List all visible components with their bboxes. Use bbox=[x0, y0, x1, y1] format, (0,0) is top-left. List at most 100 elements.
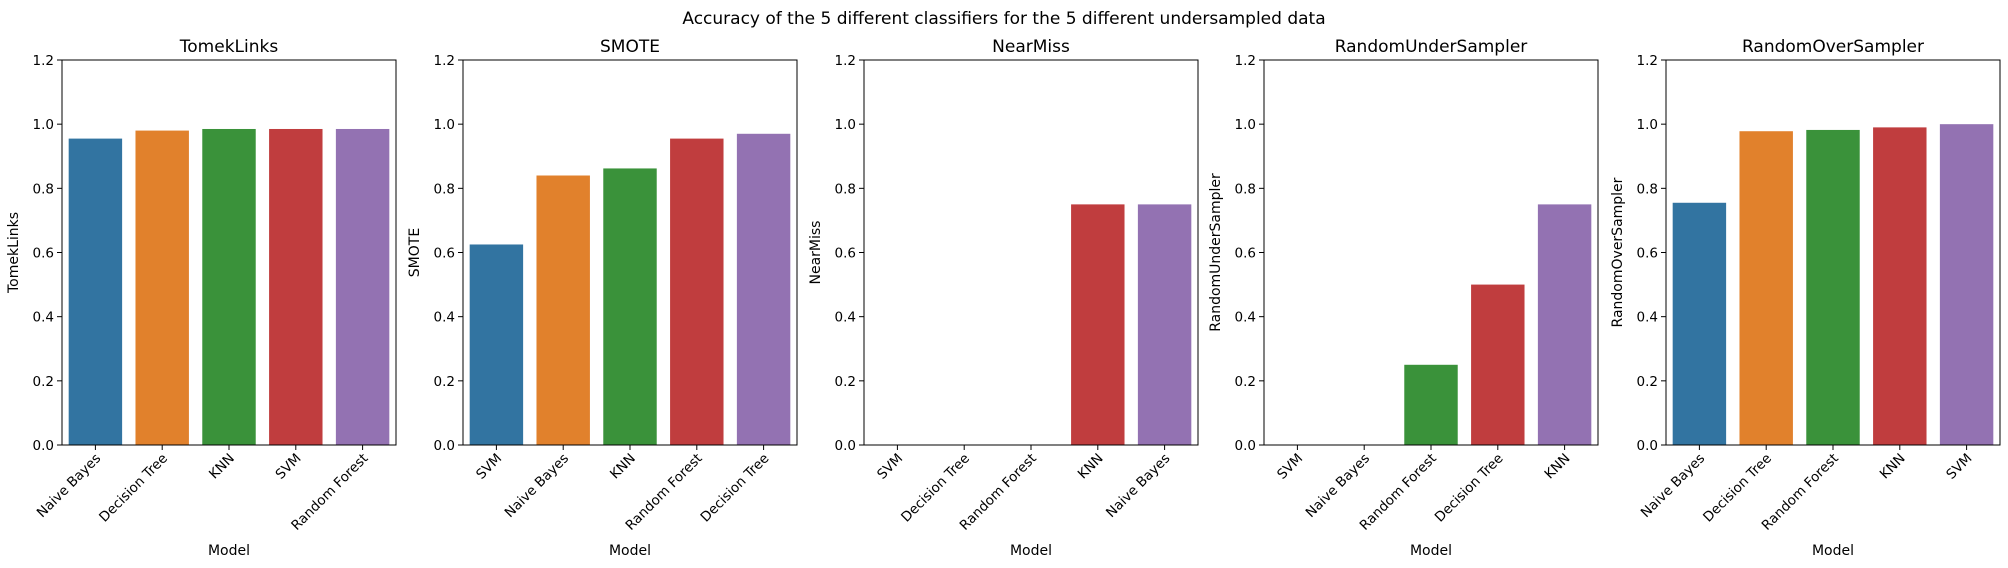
y-tick-label: 0.6 bbox=[835, 246, 856, 262]
y-tick-label: 0.8 bbox=[835, 181, 856, 197]
y-tick-label: 0.2 bbox=[33, 374, 54, 390]
bar bbox=[1806, 129, 1860, 445]
y-tick-label: 0.0 bbox=[1235, 438, 1256, 454]
y-tick-label: 1.2 bbox=[835, 53, 856, 69]
y-axis-label: RandomOverSampler bbox=[1610, 177, 1626, 327]
x-tick-label: Naive Bayes bbox=[34, 451, 104, 521]
y-tick-label: 0.4 bbox=[835, 310, 856, 326]
x-axis-label: Model bbox=[208, 543, 250, 559]
x-tick-label: Decision Tree bbox=[1700, 451, 1775, 526]
figure-title: Accuracy of the 5 different classifiers … bbox=[682, 9, 1325, 29]
y-tick-label: 0.8 bbox=[434, 181, 455, 197]
bar bbox=[1873, 127, 1927, 446]
y-tick-label: 0.4 bbox=[1637, 310, 1658, 326]
x-axis-label: Model bbox=[1812, 543, 1854, 559]
x-axis-label: Model bbox=[1010, 543, 1052, 559]
x-tick-label: Decision Tree bbox=[1432, 451, 1507, 526]
x-tick-label: Decision Tree bbox=[96, 451, 171, 526]
y-tick-label: 1.0 bbox=[33, 117, 54, 133]
x-tick-label: Naive Bayes bbox=[1303, 451, 1373, 521]
x-tick-label: Naive Bayes bbox=[502, 451, 572, 521]
y-tick-label: 0.6 bbox=[33, 246, 54, 262]
x-axis-label: Model bbox=[609, 543, 651, 559]
y-tick-label: 0.8 bbox=[33, 181, 54, 197]
y-tick-label: 0.0 bbox=[434, 438, 455, 454]
chart-panel-4: RandomUnderSampler 0.0 0.2 0.4 0.6 0.8 1.0 1.2 S… bbox=[1208, 37, 1599, 559]
chart-panel-1: TomekLinks 0.0 0.2 0.4 0.6 0.8 1.0 1.2 Naive Bay… bbox=[6, 37, 397, 559]
x-tick-label: KNN bbox=[1877, 451, 1909, 483]
bar bbox=[1137, 204, 1192, 446]
bar bbox=[1672, 202, 1727, 445]
panel-title: RandomOverSampler bbox=[1742, 37, 1924, 57]
x-tick-label: KNN bbox=[607, 451, 639, 483]
y-tick-label: 0.8 bbox=[1235, 181, 1256, 197]
panel-title: NearMiss bbox=[992, 37, 1070, 57]
panel-title: RandomUnderSampler bbox=[1335, 37, 1528, 57]
y-tick-label: 1.0 bbox=[434, 117, 455, 133]
x-tick-label: Naive Bayes bbox=[1103, 451, 1173, 521]
y-tick-label: 0.0 bbox=[33, 438, 54, 454]
y-tick-label: 0.2 bbox=[1637, 374, 1658, 390]
y-tick-label: 0.6 bbox=[434, 246, 455, 262]
y-tick-label: 1.2 bbox=[434, 53, 455, 69]
panel-title: SMOTE bbox=[600, 37, 660, 57]
x-tick-label: SVM bbox=[272, 451, 304, 483]
x-tick-label: Naive Bayes bbox=[1638, 451, 1708, 521]
bar bbox=[603, 168, 657, 445]
y-tick-label: 1.0 bbox=[835, 117, 856, 133]
chart-panel-3: NearMiss 0.0 0.2 0.4 0.6 0.8 1.0 1.2 SVMDecision… bbox=[808, 37, 1199, 559]
y-tick-label: 1.0 bbox=[1235, 117, 1256, 133]
y-tick-label: 0.0 bbox=[1637, 438, 1658, 454]
x-tick-label: SVM bbox=[1943, 451, 1975, 483]
x-tick-label: KNN bbox=[1542, 451, 1574, 483]
panel-title: TomekLinks bbox=[179, 37, 279, 57]
y-tick-label: 0.8 bbox=[1637, 181, 1658, 197]
y-tick-label: 0.2 bbox=[434, 374, 455, 390]
y-tick-label: 1.2 bbox=[33, 53, 54, 69]
bar bbox=[536, 175, 590, 445]
y-tick-label: 0.4 bbox=[1235, 310, 1256, 326]
x-tick-label: Decision Tree bbox=[898, 451, 973, 526]
bar bbox=[1404, 364, 1458, 445]
y-tick-label: 0.6 bbox=[1235, 246, 1256, 262]
bar bbox=[1071, 204, 1125, 446]
axes-frame bbox=[462, 59, 798, 446]
bar bbox=[68, 138, 123, 445]
bar bbox=[1471, 284, 1525, 445]
y-tick-label: 0.0 bbox=[835, 438, 856, 454]
axes-frame bbox=[1665, 59, 2001, 446]
axes-frame bbox=[1263, 59, 1599, 446]
y-tick-label: 0.4 bbox=[434, 310, 455, 326]
bar bbox=[335, 128, 390, 446]
bar bbox=[202, 128, 256, 446]
bar bbox=[469, 244, 524, 445]
bar bbox=[269, 128, 323, 446]
x-tick-label: Decision Tree bbox=[698, 451, 773, 526]
x-tick-label: KNN bbox=[206, 451, 238, 483]
x-tick-label: SVM bbox=[1274, 451, 1306, 483]
y-tick-label: 1.2 bbox=[1637, 53, 1658, 69]
axes-frame bbox=[863, 59, 1199, 446]
y-axis-label: NearMiss bbox=[808, 221, 824, 285]
bar bbox=[1939, 124, 1994, 446]
y-tick-label: 0.4 bbox=[33, 310, 54, 326]
x-tick-label: SVM bbox=[874, 451, 906, 483]
bar bbox=[670, 138, 724, 445]
y-tick-label: 0.2 bbox=[835, 374, 856, 390]
y-tick-label: 1.0 bbox=[1637, 117, 1658, 133]
chart-panel-5: RandomOverSampler 0.0 0.2 0.4 0.6 0.8 1.0 1.2 Na… bbox=[1610, 37, 2001, 559]
y-tick-label: 0.6 bbox=[1637, 246, 1658, 262]
x-tick-label: KNN bbox=[1075, 451, 1107, 483]
y-tick-label: 0.2 bbox=[1235, 374, 1256, 390]
y-axis-label: RandomUnderSampler bbox=[1208, 173, 1224, 332]
y-axis-label: TomekLinks bbox=[6, 212, 22, 294]
y-tick-label: 1.2 bbox=[1235, 53, 1256, 69]
axes-frame bbox=[61, 59, 397, 446]
x-axis-label: Model bbox=[1410, 543, 1452, 559]
bar bbox=[1739, 131, 1793, 445]
bar bbox=[736, 133, 791, 446]
bar bbox=[135, 130, 189, 445]
